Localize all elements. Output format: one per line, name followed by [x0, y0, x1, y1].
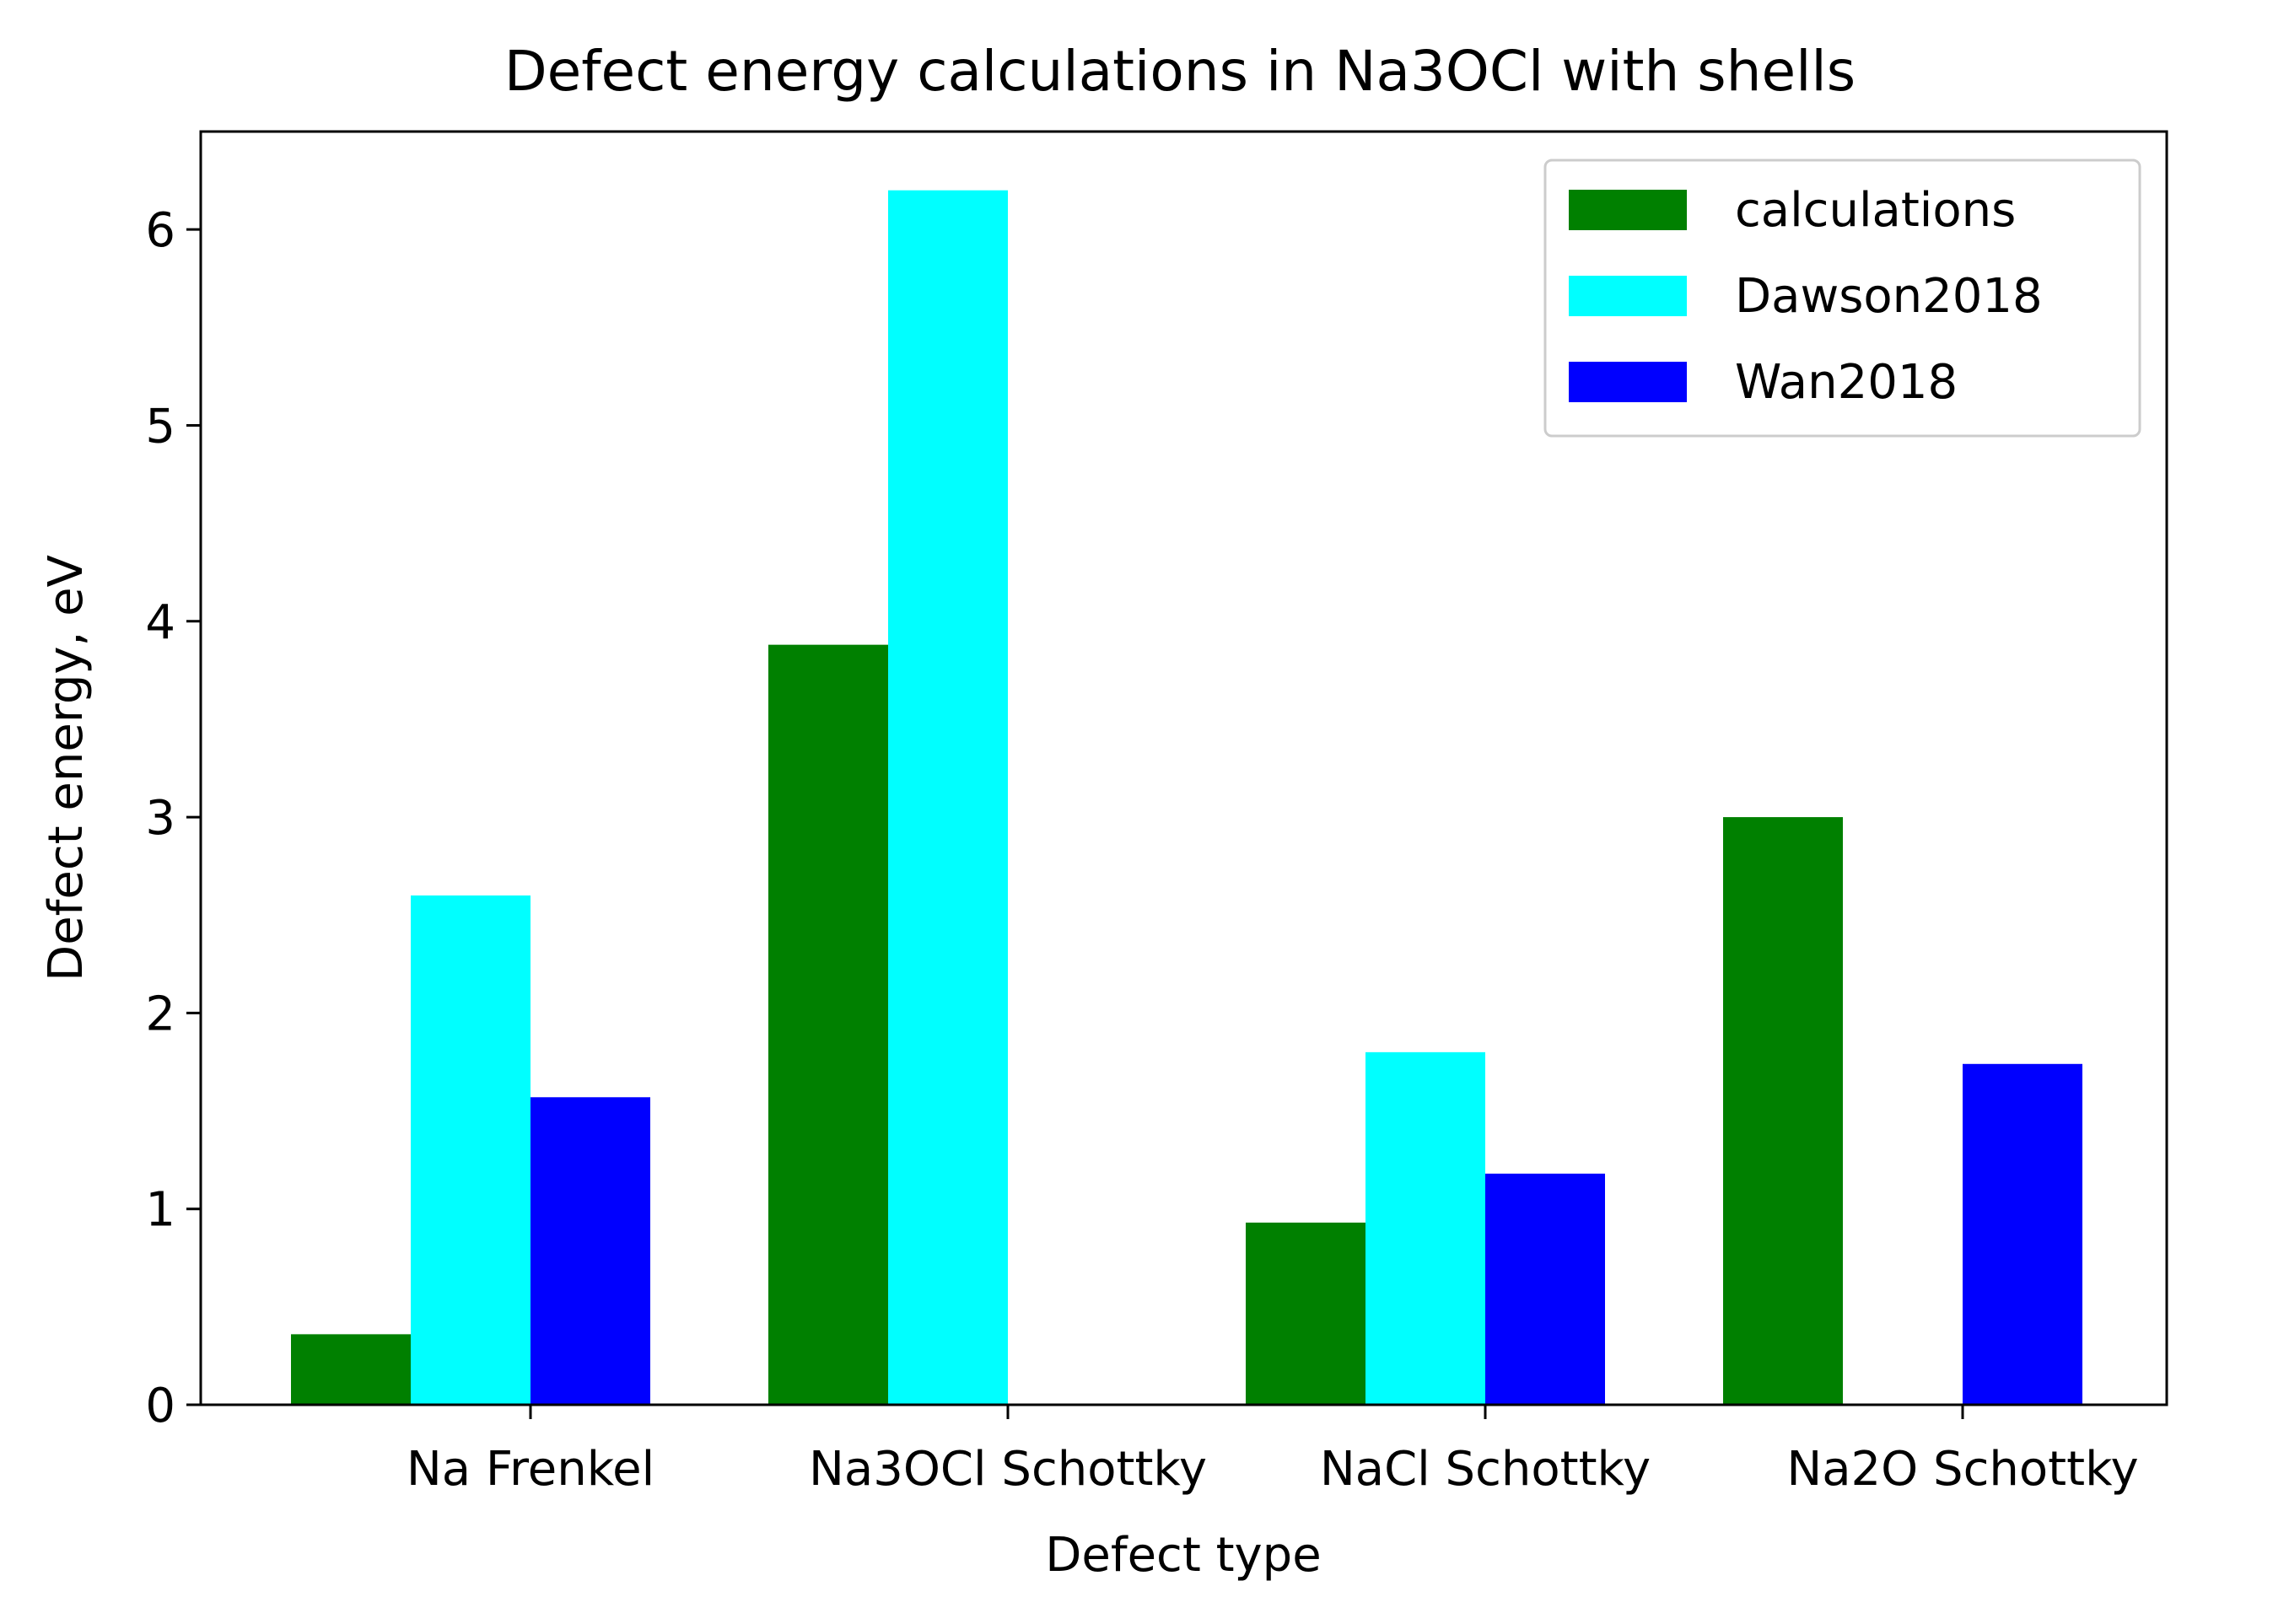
bars — [291, 190, 2082, 1406]
bar-calculations-2 — [1246, 1222, 1365, 1405]
y-tick-label: 3 — [145, 791, 175, 846]
plot-frame — [199, 130, 2168, 1406]
x-axis-ticks: Na Frenkel Na3OCl Schottky NaCl Schottky Na… — [407, 1405, 2139, 1497]
y-tick-label: 2 — [145, 987, 175, 1041]
chart-title: Defect energy calculations in Na3OCl wit… — [504, 39, 1856, 104]
legend-label-Dawson2018: Dawson2018 — [1735, 269, 2043, 324]
bar-Dawson2018-1 — [888, 190, 1008, 1406]
x-tick-label: Na Frenkel — [407, 1442, 654, 1497]
x-tick-label: Na3OCl Schottky — [809, 1442, 1207, 1497]
legend-label-calculations: calculations — [1735, 183, 2016, 238]
y-tick-label: 0 — [145, 1379, 175, 1433]
x-tick-label: NaCl Schottky — [1320, 1442, 1651, 1497]
legend-swatch-Wan2018 — [1569, 362, 1687, 402]
legend-label-Wan2018: Wan2018 — [1735, 355, 1958, 410]
y-tick-label: 5 — [145, 399, 175, 454]
legend-swatch-Dawson2018 — [1569, 276, 1687, 316]
legend-swatch-calculations — [1569, 190, 1687, 230]
bar-calculations-3 — [1723, 817, 1843, 1405]
y-axis-ticks: 0 1 2 3 4 5 6 — [145, 203, 201, 1433]
x-axis-label: Defect type — [1045, 1528, 1321, 1583]
y-axis-label: Defect energy, eV — [39, 555, 94, 981]
bar-Dawson2018-2 — [1365, 1051, 1485, 1405]
y-tick-label: 4 — [145, 595, 175, 650]
bar-Wan2018-3 — [1963, 1063, 2082, 1405]
legend-box — [1543, 159, 2141, 438]
legend: calculations Dawson2018 Wan2018 — [1543, 159, 2141, 438]
bar-Wan2018-0 — [531, 1097, 650, 1405]
y-tick-label: 1 — [145, 1183, 175, 1238]
bar-Wan2018-2 — [1485, 1173, 1605, 1405]
bar-Dawson2018-0 — [411, 895, 531, 1405]
y-tick-label: 6 — [145, 203, 175, 258]
bar-calculations-0 — [291, 1334, 411, 1405]
bar-calculations-1 — [768, 644, 888, 1405]
x-tick-label: Na2O Schottky — [1786, 1442, 2138, 1497]
